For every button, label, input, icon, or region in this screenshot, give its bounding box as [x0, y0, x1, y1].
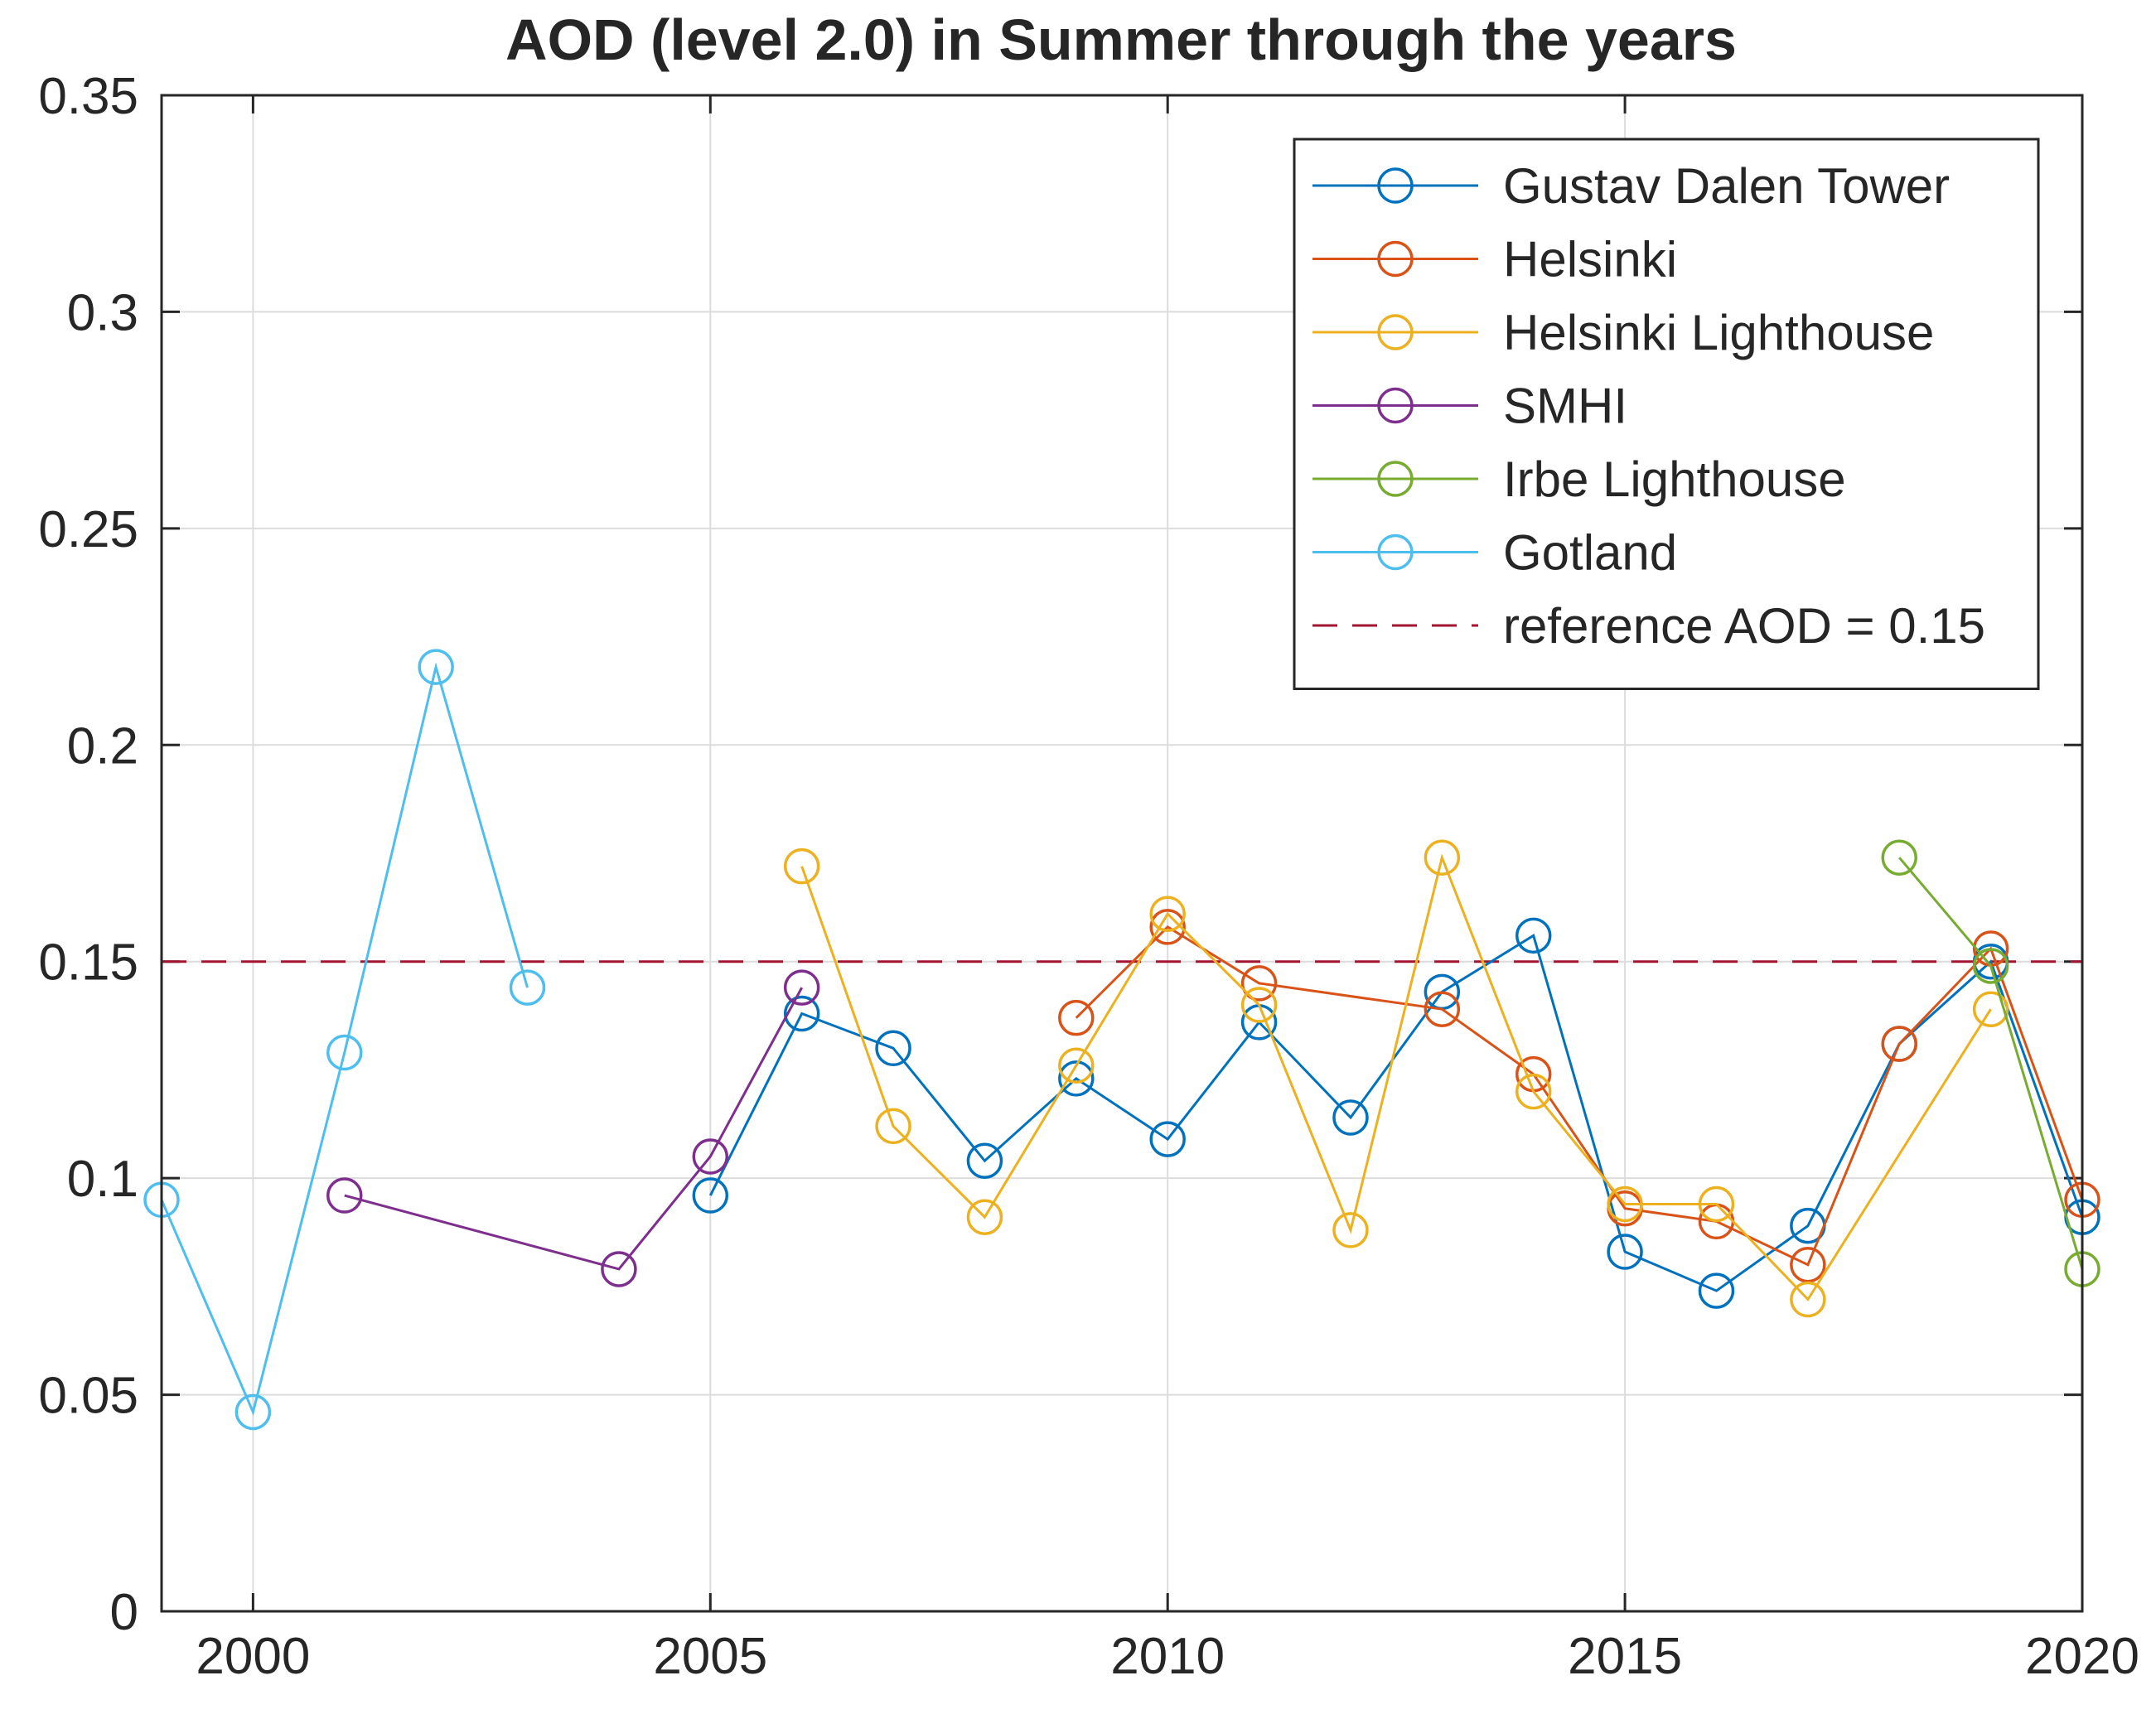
data-point — [1515, 1073, 1552, 1110]
data-point — [1972, 948, 2009, 984]
legend-item-helsinki-lighthouse: Helsinki Lighthouse — [1312, 305, 1934, 360]
legend-marker — [1377, 387, 1414, 424]
data-point — [783, 847, 820, 885]
data-point — [1698, 1185, 1735, 1223]
series-line — [344, 987, 804, 1271]
series-smhi — [326, 969, 820, 1287]
series-line — [800, 853, 1992, 1301]
data-point — [1240, 965, 1278, 1002]
data-point — [601, 1251, 637, 1287]
data-point — [1790, 1281, 1826, 1318]
legend-label: Helsinki — [1503, 232, 1677, 287]
data-point — [1058, 1047, 1095, 1084]
plot-frame — [160, 94, 2084, 1613]
x-tick-label: 2005 — [653, 1628, 767, 1685]
x-tick-label: 2015 — [1568, 1628, 1682, 1685]
data-point — [1881, 839, 1917, 876]
legend-label: Gotland — [1503, 525, 1677, 581]
legend-box — [1293, 138, 2040, 690]
data-point — [326, 1034, 363, 1071]
data-point — [1607, 1185, 1643, 1223]
legend-label: reference AOD = 0.15 — [1503, 598, 1985, 654]
data-point — [326, 1177, 363, 1214]
x-tick-label: 2010 — [1110, 1628, 1225, 1685]
data-point — [509, 969, 546, 1006]
legend-marker — [1377, 534, 1414, 571]
data-point — [692, 1138, 729, 1175]
data-point — [783, 969, 820, 1006]
legend-label: Helsinki Lighthouse — [1503, 305, 1934, 360]
y-tick-label: 0.05 — [38, 1368, 138, 1425]
data-point — [1058, 999, 1095, 1036]
legend-label: Irbe Lighthouse — [1503, 451, 1846, 507]
series-line — [1075, 925, 2084, 1267]
legend-marker — [1377, 461, 1414, 497]
data-point — [692, 1177, 729, 1214]
series-line — [1898, 857, 2084, 1270]
data-point — [1698, 1272, 1735, 1309]
legend-item-gustav-dalen-tower: Gustav Dalen Tower — [1312, 158, 1950, 214]
legend-label: Gustav Dalen Tower — [1503, 158, 1950, 214]
legend-item-helsinki: Helsinki — [1312, 232, 1677, 287]
data-point — [783, 995, 820, 1032]
data-point — [1332, 1099, 1369, 1136]
data-point — [1790, 1246, 1826, 1283]
series-helsinki-lighthouse — [783, 839, 2009, 1318]
data-point — [1972, 991, 2009, 1027]
legend-marker — [1377, 240, 1414, 278]
data-point — [1149, 909, 1186, 945]
y-tick-label: 0.25 — [38, 501, 138, 558]
data-point — [1424, 991, 1461, 1027]
data-point — [1149, 1121, 1186, 1157]
legend-item-smhi: SMHI — [1312, 379, 1627, 434]
data-point — [966, 1142, 1003, 1179]
legend-item-reference-aod-0-15: reference AOD = 0.15 — [1312, 598, 1985, 654]
chart-title: AOD (level 2.0) in Summer through the ye… — [505, 7, 1737, 72]
series-line — [160, 662, 529, 1417]
legend-item-gotland: Gotland — [1312, 525, 1677, 581]
y-tick-label: 0.15 — [38, 934, 138, 992]
y-tick-label: 0.2 — [67, 717, 138, 775]
legend-label: SMHI — [1503, 379, 1627, 434]
data-point — [1881, 1026, 1917, 1062]
data-point — [418, 649, 454, 685]
legend-item-irbe-lighthouse: Irbe Lighthouse — [1312, 451, 1846, 507]
data-point — [234, 1393, 272, 1431]
data-point — [875, 1108, 911, 1145]
data-point — [1240, 987, 1278, 1023]
data-point — [1607, 1234, 1643, 1270]
data-point — [875, 1030, 911, 1067]
data-point — [1515, 917, 1552, 954]
legend-marker — [1377, 167, 1414, 204]
y-tick-label: 0 — [110, 1584, 138, 1641]
y-tick-label: 0.3 — [67, 284, 138, 341]
data-point — [1149, 896, 1186, 932]
x-tick-label: 2000 — [196, 1628, 310, 1685]
data-point — [1332, 1212, 1369, 1248]
data-point — [1424, 839, 1461, 876]
legend-marker — [1377, 314, 1414, 350]
axis-ticks: 2000 2005 2010 2015 2020 0 0.05 0.1 0.15 0.2 0.25 0… — [38, 68, 2139, 1685]
legend: Gustav Dalen Tower Helsinki Helsinki Light… — [1293, 138, 2040, 690]
y-tick-label: 0.1 — [67, 1151, 138, 1208]
data-point — [1058, 1060, 1095, 1097]
x-tick-label: 2020 — [2025, 1628, 2139, 1685]
y-tick-label: 0.35 — [38, 68, 138, 125]
data-point — [966, 1199, 1003, 1235]
series-line — [708, 933, 2084, 1292]
